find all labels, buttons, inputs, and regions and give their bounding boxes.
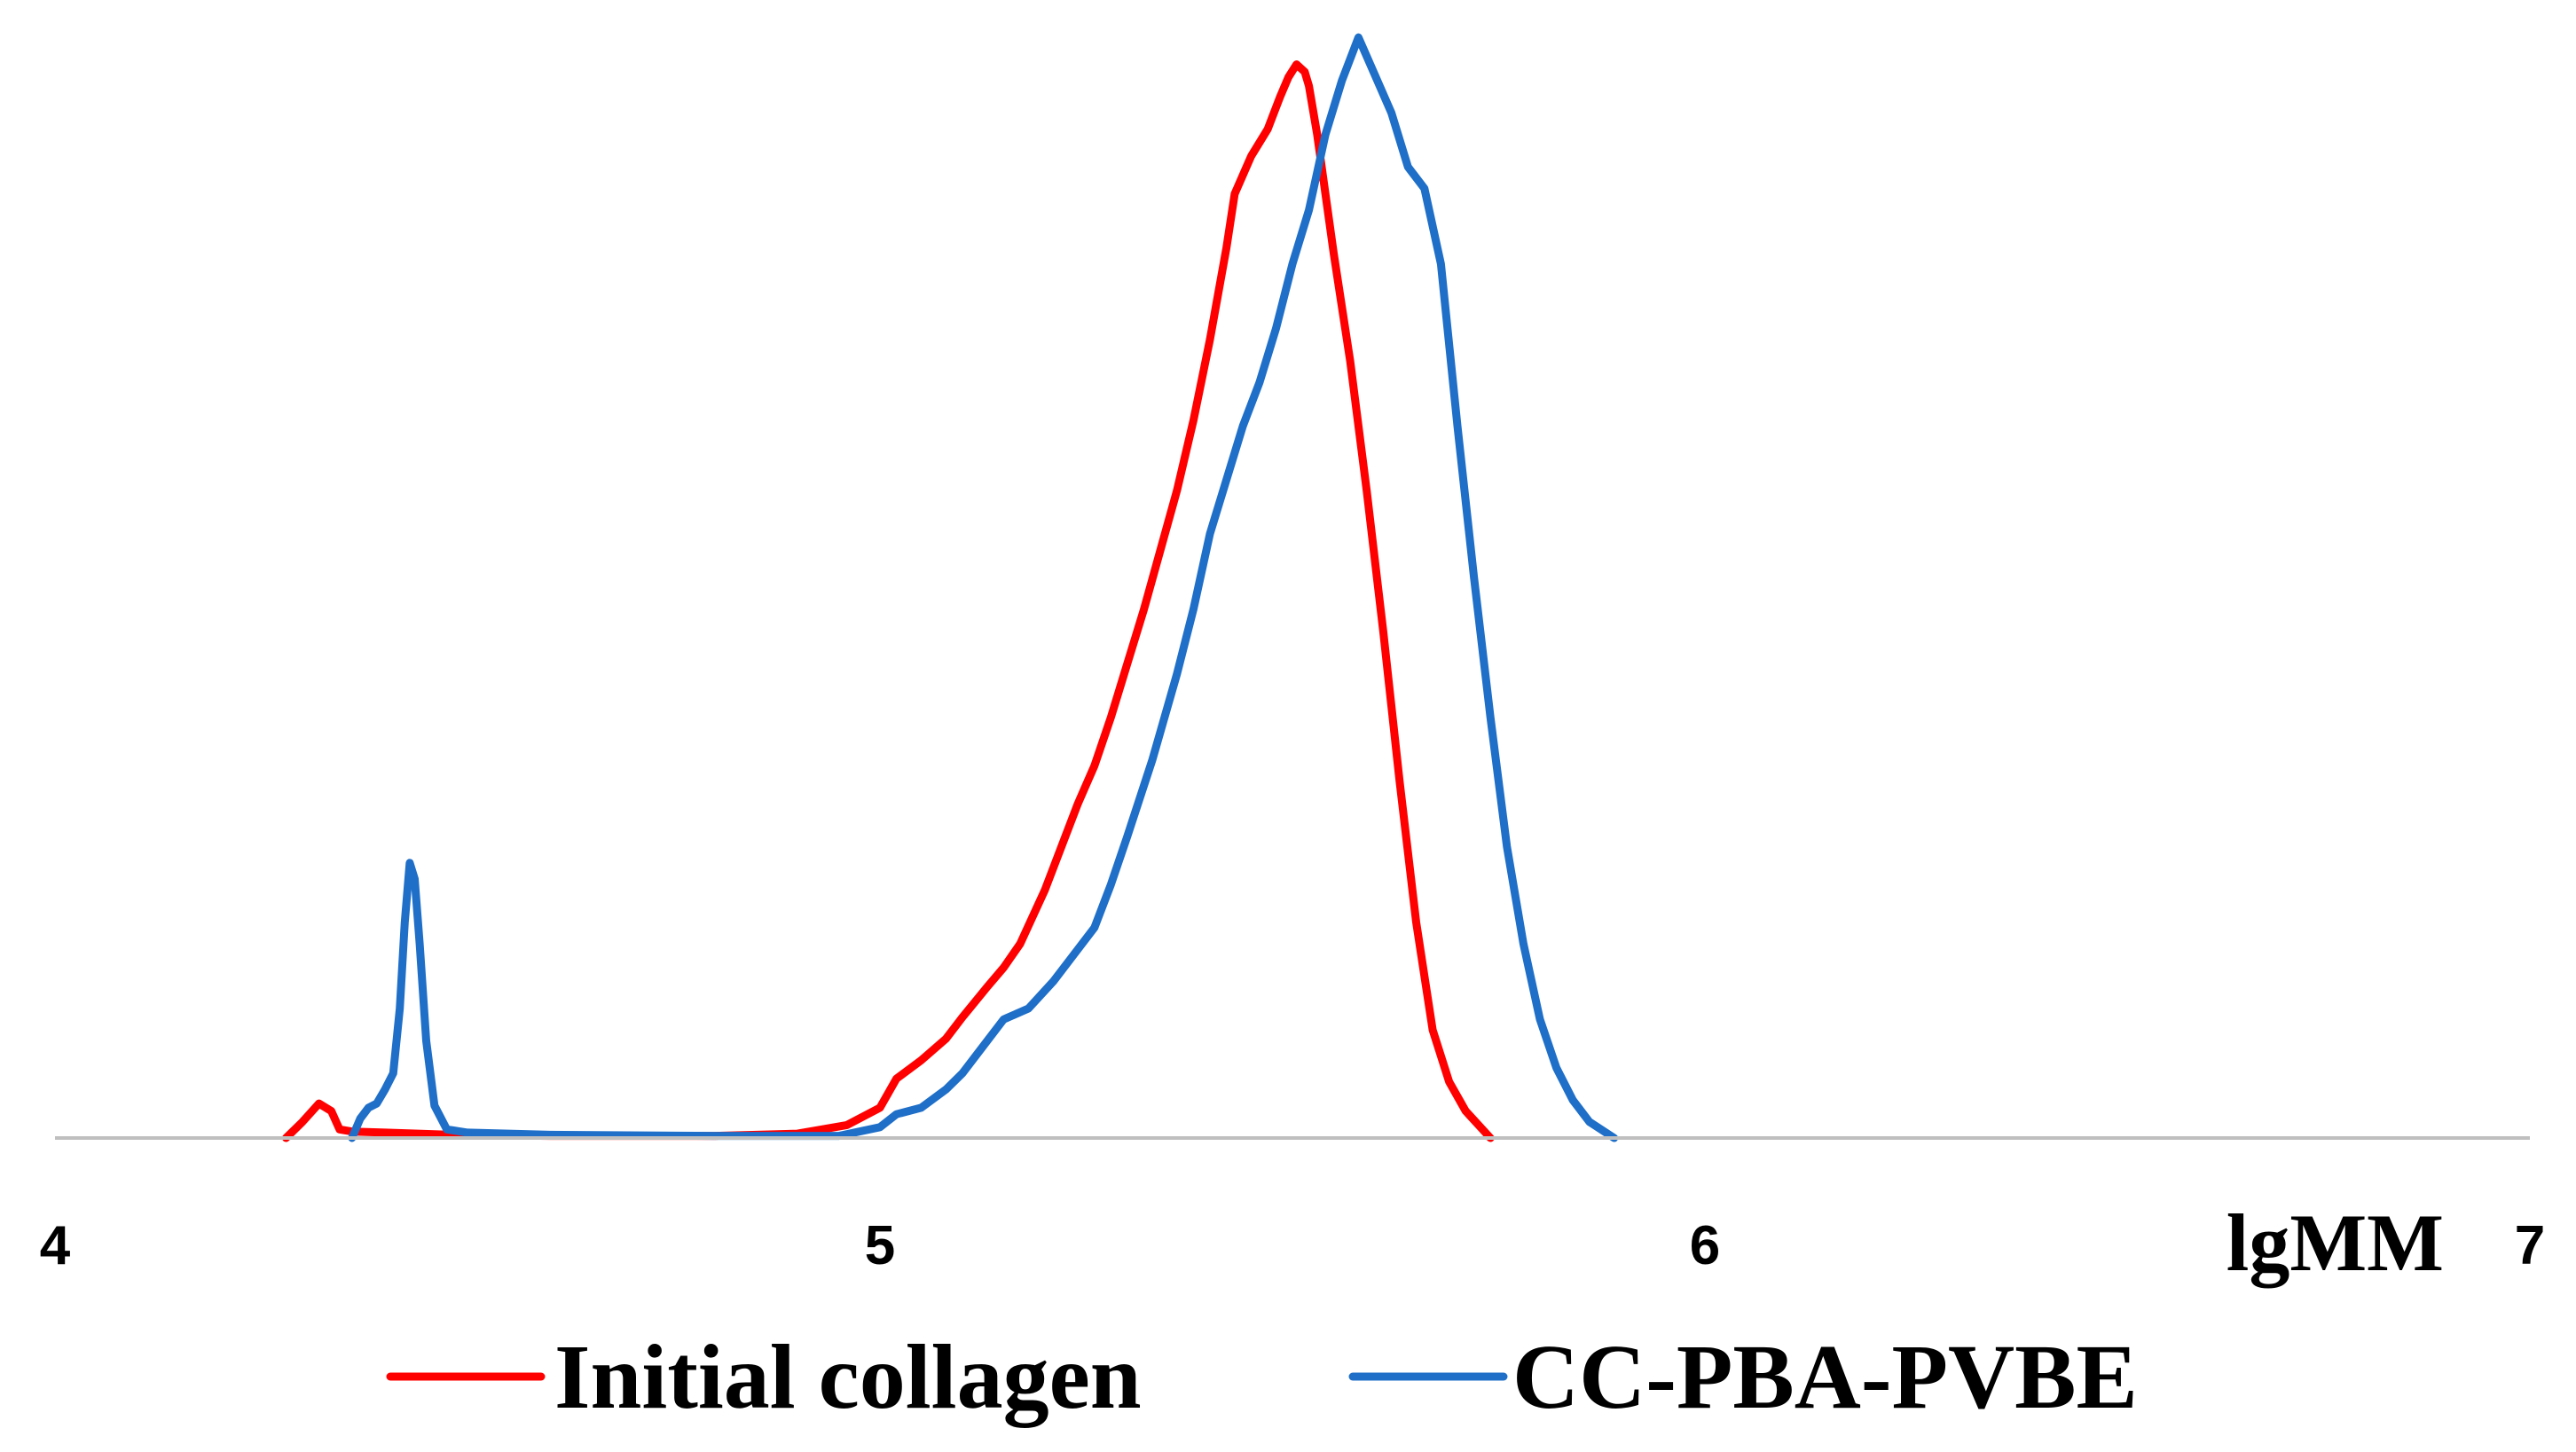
plot-area [281, 33, 1619, 1142]
legend-item: CC-PBA-PVBE [1348, 1326, 2138, 1428]
x-tick-label: 5 [865, 1215, 895, 1276]
x-tick-label: 4 [40, 1215, 71, 1276]
legend-label: CC-PBA-PVBE [1512, 1326, 2138, 1428]
series-line-1 [281, 60, 1495, 1142]
x-axis-title: lgMM [2227, 1197, 2444, 1288]
legend-item: Initial collagen [386, 1326, 1142, 1428]
legend: Initial collagen CC-PBA-PVBE [386, 1326, 2138, 1428]
legend-label: Initial collagen [554, 1326, 1142, 1428]
x-tick-label: 7 [2515, 1215, 2545, 1276]
x-tick-label: 6 [1690, 1215, 1720, 1276]
x-axis: 4 5 6 7 lgMM [40, 1136, 2545, 1288]
series-line-2 [348, 33, 1619, 1142]
